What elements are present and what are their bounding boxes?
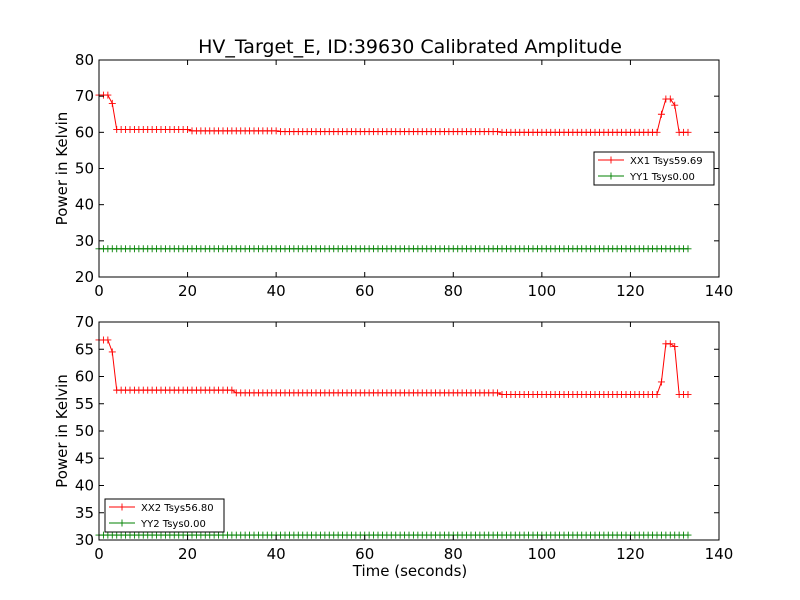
legend-marker xyxy=(607,172,615,180)
legend-item: YY2 Tsys0.00 xyxy=(109,519,206,530)
x-tick-label: 60 xyxy=(355,282,374,300)
x-tick-label: 100 xyxy=(528,282,557,300)
data-point xyxy=(653,390,661,398)
data-point xyxy=(494,128,502,136)
x-tick-label: 20 xyxy=(178,545,197,563)
series-2 xyxy=(95,531,692,539)
data-point xyxy=(104,336,112,344)
y-axis-label: Power in Kelvin xyxy=(53,112,71,226)
y-tick-label: 30 xyxy=(75,531,94,549)
data-point xyxy=(684,245,692,253)
legend-label: XX1 Tsys59.69 xyxy=(630,156,703,167)
x-tick-label: 40 xyxy=(267,282,286,300)
legend-label: YY1 Tsys0.00 xyxy=(629,172,695,183)
y-tick-label: 30 xyxy=(75,232,94,250)
data-point xyxy=(272,127,280,135)
data-point xyxy=(653,128,661,136)
x-tick-label: 0 xyxy=(94,545,104,563)
series-1 xyxy=(95,91,692,136)
x-tick-label: 0 xyxy=(94,282,104,300)
data-point xyxy=(184,125,192,133)
legend-box xyxy=(593,151,715,186)
x-tick-label: 140 xyxy=(705,545,734,563)
y-tick-label: 35 xyxy=(75,504,94,522)
series-2 xyxy=(95,245,692,253)
legend-marker xyxy=(118,503,126,511)
x-tick-label: 120 xyxy=(616,545,645,563)
data-point xyxy=(494,389,502,397)
data-point xyxy=(104,91,112,99)
x-tick-label: 140 xyxy=(705,282,734,300)
legend-marker xyxy=(118,519,126,527)
y-tick-label: 20 xyxy=(75,268,94,286)
data-point xyxy=(671,343,679,351)
legend: XX2 Tsys56.80 YY2 Tsys0.00 xyxy=(104,498,225,533)
legend: XX1 Tsys59.69 YY1 Tsys0.00 xyxy=(593,151,715,186)
x-tick-label: 20 xyxy=(178,282,197,300)
data-point xyxy=(108,99,116,107)
legend-label: YY2 Tsys0.00 xyxy=(140,519,206,530)
legend-box xyxy=(104,498,225,533)
y-tick-label: 80 xyxy=(75,51,94,69)
y-tick-label: 70 xyxy=(75,313,94,331)
data-point xyxy=(228,386,236,394)
data-point xyxy=(684,531,692,539)
x-tick-label: 80 xyxy=(444,282,463,300)
data-point xyxy=(671,101,679,109)
data-point xyxy=(684,128,692,136)
legend-label: XX2 Tsys56.80 xyxy=(141,503,214,514)
x-tick-label: 60 xyxy=(355,545,374,563)
data-point xyxy=(657,110,665,118)
series-1 xyxy=(95,336,692,398)
chart-title: HV_Target_E, ID:39630 Calibrated Amplitu… xyxy=(198,36,622,58)
y-tick-label: 45 xyxy=(75,449,94,467)
y-tick-label: 60 xyxy=(75,123,94,141)
y-axis-label: Power in Kelvin xyxy=(53,374,71,488)
y-tick-label: 50 xyxy=(75,422,94,440)
data-point xyxy=(657,378,665,386)
y-tick-label: 60 xyxy=(75,368,94,386)
data-point xyxy=(108,348,116,356)
legend-marker xyxy=(607,156,615,164)
legend-item: XX1 Tsys59.69 xyxy=(598,156,703,167)
legend-item: XX2 Tsys56.80 xyxy=(109,503,214,514)
x-tick-label: 100 xyxy=(528,545,557,563)
y-tick-label: 65 xyxy=(75,340,94,358)
x-axis-label: Time (seconds) xyxy=(352,562,468,580)
bottom-panel: 0 20 40 60 80 100 120 140 30 35 40 45 50 55 60 65 70 Powe… xyxy=(53,313,733,563)
x-tick-label: 40 xyxy=(267,545,286,563)
data-point xyxy=(666,340,674,348)
x-tick-label: 120 xyxy=(616,282,645,300)
data-point xyxy=(684,390,692,398)
data-point xyxy=(666,95,674,103)
y-tick-label: 70 xyxy=(75,87,94,105)
legend-item: YY1 Tsys0.00 xyxy=(598,172,695,183)
y-tick-label: 50 xyxy=(75,160,94,178)
y-tick-label: 40 xyxy=(75,196,94,214)
y-tick-label: 40 xyxy=(75,477,94,495)
x-tick-label: 80 xyxy=(444,545,463,563)
y-tick-label: 55 xyxy=(75,395,94,413)
